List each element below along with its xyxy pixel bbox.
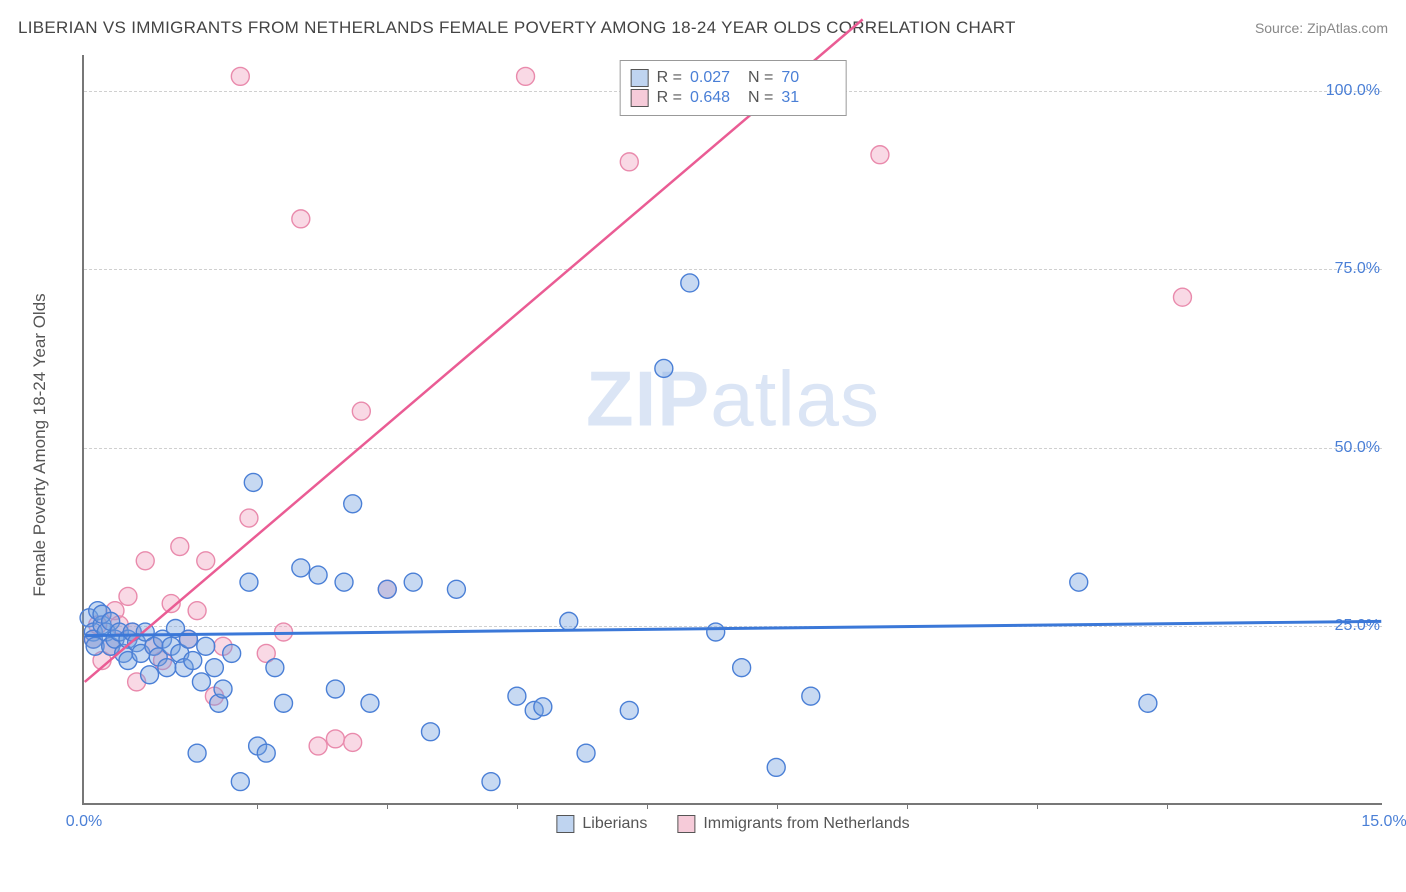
data-point [361, 694, 379, 712]
x-tick-mark [1037, 803, 1038, 809]
data-point [188, 744, 206, 762]
data-point [326, 730, 344, 748]
scatter-svg [84, 55, 1382, 803]
legend-swatch [631, 89, 649, 107]
legend-r-label: R = [657, 69, 682, 87]
data-point [158, 659, 176, 677]
data-point [171, 538, 189, 556]
legend-r-label: R = [657, 89, 682, 107]
data-point [192, 673, 210, 691]
legend-label: Immigrants from Netherlands [703, 815, 909, 833]
data-point [119, 587, 137, 605]
y-axis-label: Female Poverty Among 18-24 Year Olds [30, 293, 50, 596]
chart-header: LIBERIAN VS IMMIGRANTS FROM NETHERLANDS … [18, 18, 1388, 38]
x-tick-mark [387, 803, 388, 809]
data-point [141, 666, 159, 684]
data-point [560, 612, 578, 630]
data-point [707, 623, 725, 641]
data-point [335, 573, 353, 591]
data-point [620, 153, 638, 171]
legend-r-value: 0.027 [690, 69, 740, 87]
x-tick-label: 15.0% [1361, 813, 1406, 831]
x-tick-mark [517, 803, 518, 809]
legend-n-label: N = [748, 89, 773, 107]
chart-area: Female Poverty Among 18-24 Year Olds ZIP… [50, 55, 1390, 835]
data-point [404, 573, 422, 591]
plot-region: ZIPatlas 25.0%50.0%75.0%100.0% 0.0%15.0%… [82, 55, 1382, 805]
data-point [447, 580, 465, 598]
data-point [223, 644, 241, 662]
legend-swatch [556, 815, 574, 833]
data-point [1173, 288, 1191, 306]
data-point [681, 274, 699, 292]
legend-row: R = 0.648 N = 31 [631, 89, 832, 107]
data-point [257, 744, 275, 762]
chart-title: LIBERIAN VS IMMIGRANTS FROM NETHERLANDS … [18, 18, 1016, 38]
data-point [214, 680, 232, 698]
data-point [292, 559, 310, 577]
data-point [1139, 694, 1157, 712]
legend-n-value: 31 [781, 89, 831, 107]
chart-source: Source: ZipAtlas.com [1255, 20, 1388, 36]
data-point [655, 359, 673, 377]
legend-n-label: N = [748, 69, 773, 87]
data-point [309, 737, 327, 755]
data-point [197, 552, 215, 570]
data-point [240, 509, 258, 527]
legend-row: R = 0.027 N = 70 [631, 69, 832, 87]
data-point [534, 698, 552, 716]
legend-n-value: 70 [781, 69, 831, 87]
data-point [352, 402, 370, 420]
x-tick-mark [777, 803, 778, 809]
data-point [309, 566, 327, 584]
data-point [577, 744, 595, 762]
trend-line [85, 19, 863, 682]
x-tick-mark [1167, 803, 1168, 809]
data-point [733, 659, 751, 677]
data-point [508, 687, 526, 705]
legend-correlation: R = 0.027 N = 70 R = 0.648 N = 31 [620, 60, 847, 116]
data-point [802, 687, 820, 705]
x-tick-mark [647, 803, 648, 809]
data-point [188, 602, 206, 620]
data-point [240, 573, 258, 591]
x-tick-mark [907, 803, 908, 809]
data-point [767, 758, 785, 776]
data-point [871, 146, 889, 164]
data-point [184, 652, 202, 670]
data-point [620, 701, 638, 719]
legend-r-value: 0.648 [690, 89, 740, 107]
legend-item: Liberians [556, 815, 647, 833]
data-point [421, 723, 439, 741]
data-point [266, 659, 284, 677]
data-point [205, 659, 223, 677]
x-tick-mark [257, 803, 258, 809]
data-point [344, 733, 362, 751]
data-point [231, 773, 249, 791]
data-point [136, 552, 154, 570]
legend-swatch [677, 815, 695, 833]
data-point [344, 495, 362, 513]
data-point [179, 630, 197, 648]
legend-series: Liberians Immigrants from Netherlands [556, 815, 909, 833]
data-point [482, 773, 500, 791]
x-tick-label: 0.0% [66, 813, 102, 831]
data-point [326, 680, 344, 698]
legend-swatch [631, 69, 649, 87]
legend-item: Immigrants from Netherlands [677, 815, 909, 833]
data-point [244, 473, 262, 491]
data-point [275, 694, 293, 712]
data-point [378, 580, 396, 598]
legend-label: Liberians [582, 815, 647, 833]
data-point [197, 637, 215, 655]
data-point [1070, 573, 1088, 591]
data-point [292, 210, 310, 228]
data-point [517, 67, 535, 85]
data-point [231, 67, 249, 85]
